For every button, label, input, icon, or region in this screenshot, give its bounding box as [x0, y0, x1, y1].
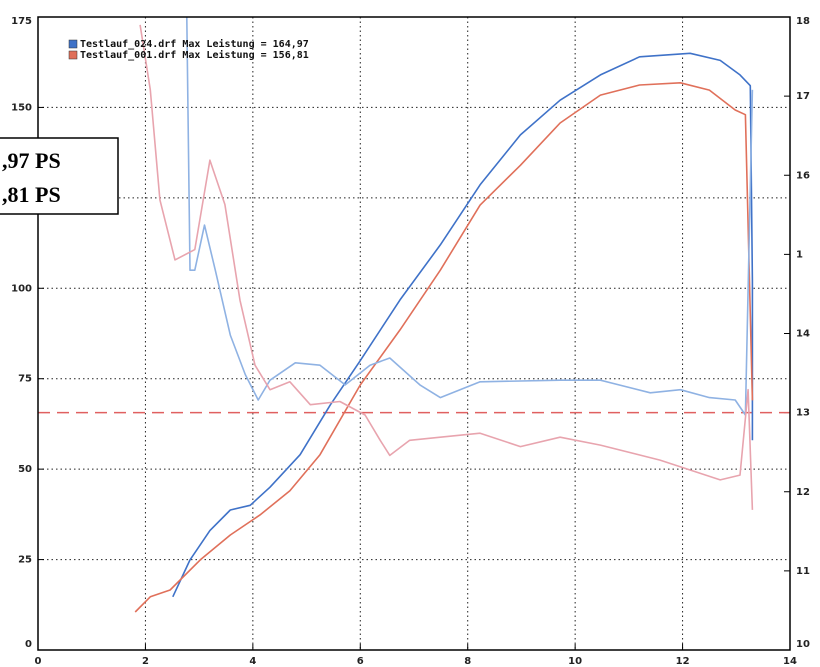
- y2-tick-label: 10: [796, 639, 810, 650]
- lines: [38, 16, 790, 613]
- x-tick-label: 12: [676, 656, 690, 667]
- series-line: [134, 82, 754, 613]
- legend-label: Testlauf_001.drf Max Leistung = 156,81: [80, 49, 309, 61]
- legend-swatch: [68, 50, 78, 60]
- x-tick-label: 4: [249, 656, 256, 667]
- y2-tick-label: 16: [796, 170, 810, 181]
- y2-tick-label: 17: [796, 91, 810, 102]
- y-tick-label: 50: [18, 464, 32, 475]
- annotation: ,97 PS: [2, 148, 61, 173]
- legend-swatch: [68, 39, 78, 49]
- x-tick-label: 8: [464, 656, 471, 667]
- annotation-box: ,97 PS ,81 PS: [0, 137, 119, 215]
- box-frame: [0, 137, 119, 215]
- x-tick-label: 0: [35, 656, 42, 667]
- y2-tick-label: 11: [796, 566, 810, 577]
- legend-label: Testlauf_024.drf Max Leistung = 164,97: [80, 38, 309, 50]
- legend: Testlauf_024.drf Max Leistung = 164,97Te…: [68, 38, 309, 61]
- y-tick-label: 25: [18, 555, 32, 566]
- y2-tick-label: 14: [796, 329, 810, 340]
- x-tick-label: 14: [783, 656, 797, 667]
- annotation: ,81 PS: [2, 182, 61, 207]
- plot-frame: [37, 16, 791, 651]
- series-line: [186, 16, 754, 416]
- y-tick-label: 150: [11, 102, 32, 113]
- y2-tick-label: 1: [796, 249, 803, 260]
- y2-tick-label: 12: [796, 487, 810, 498]
- x-tick-label: 10: [568, 656, 582, 667]
- x-tick-label: 2: [142, 656, 149, 667]
- y2-tick-label: 13: [796, 408, 810, 419]
- series-line: [139, 24, 754, 510]
- y-tick-label: 100: [11, 283, 32, 294]
- series-line: [172, 52, 754, 598]
- y-tick-label: 75: [18, 374, 32, 385]
- x-tick-label: 6: [357, 656, 364, 667]
- y2-tick-label: 18: [796, 16, 810, 27]
- y-tick-label: 0: [25, 639, 32, 650]
- y-tick-label: 175: [11, 16, 32, 27]
